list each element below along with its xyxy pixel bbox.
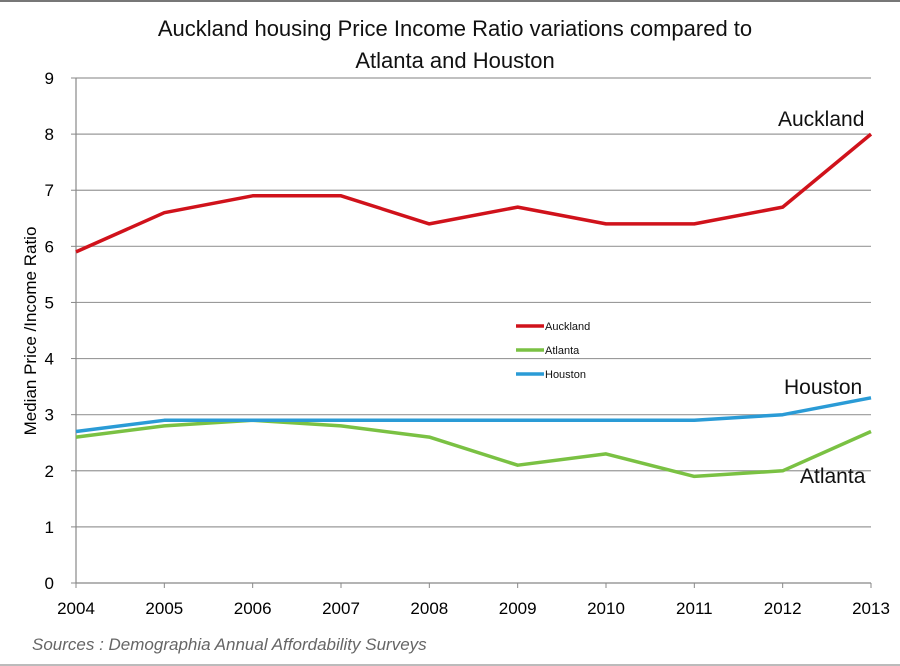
legend-label-atlanta: Atlanta: [545, 345, 580, 357]
y-tick-label: 3: [45, 406, 54, 425]
x-tick-labels: 2004 2005 2006 2007 2008 2009 2010 2011 2012 2013: [57, 599, 890, 618]
x-tick-label: 2008: [410, 599, 448, 618]
series-line-auckland: [75, 132, 873, 254]
y-tick-label: 8: [45, 125, 54, 144]
source-note: Sources : Demographia Annual Affordabili…: [32, 635, 427, 654]
y-tick-label: 6: [45, 237, 54, 256]
x-tick-label: 2006: [234, 599, 272, 618]
y-tick-label: 4: [45, 350, 54, 369]
y-tick-label: 5: [45, 293, 54, 312]
y-tick-label: 7: [45, 181, 54, 200]
y-tick-label: 9: [45, 69, 54, 88]
series-label-houston: Houston: [784, 376, 862, 399]
x-tick-label: 2012: [764, 599, 802, 618]
y-axis-label: Median Price /Income Ratio: [21, 227, 40, 436]
series-line-houston: [75, 396, 872, 434]
chart-title-line-1: Auckland housing Price Income Ratio vari…: [158, 16, 752, 41]
axes: [71, 77, 872, 588]
x-tick-label: 2005: [145, 599, 183, 618]
legend-label-auckland: Auckland: [545, 321, 590, 333]
series-line-atlanta: [75, 418, 872, 479]
x-tick-label: 2011: [676, 599, 713, 618]
gridlines: [76, 77, 871, 528]
x-tick-label: 2007: [322, 599, 360, 618]
legend-label-houston: Houston: [545, 369, 586, 381]
x-tick-label: 2013: [852, 599, 890, 618]
series-label-atlanta: Atlanta: [800, 465, 866, 488]
y-tick-label: 1: [45, 518, 54, 537]
x-tick-label: 2004: [57, 599, 95, 618]
series-label-auckland: Auckland: [778, 108, 864, 131]
y-tick-label: 0: [45, 574, 54, 593]
x-tick-label: 2009: [499, 599, 537, 618]
x-tick-label: 2010: [587, 599, 625, 618]
y-tick-labels: 0 1 2 3 4 5 6 7 8 9: [45, 69, 54, 593]
y-tick-label: 2: [45, 462, 54, 481]
chart-title-line-2: Atlanta and Houston: [355, 48, 554, 73]
series-lines: [75, 132, 873, 479]
legend: Auckland Atlanta Houston: [516, 321, 590, 381]
